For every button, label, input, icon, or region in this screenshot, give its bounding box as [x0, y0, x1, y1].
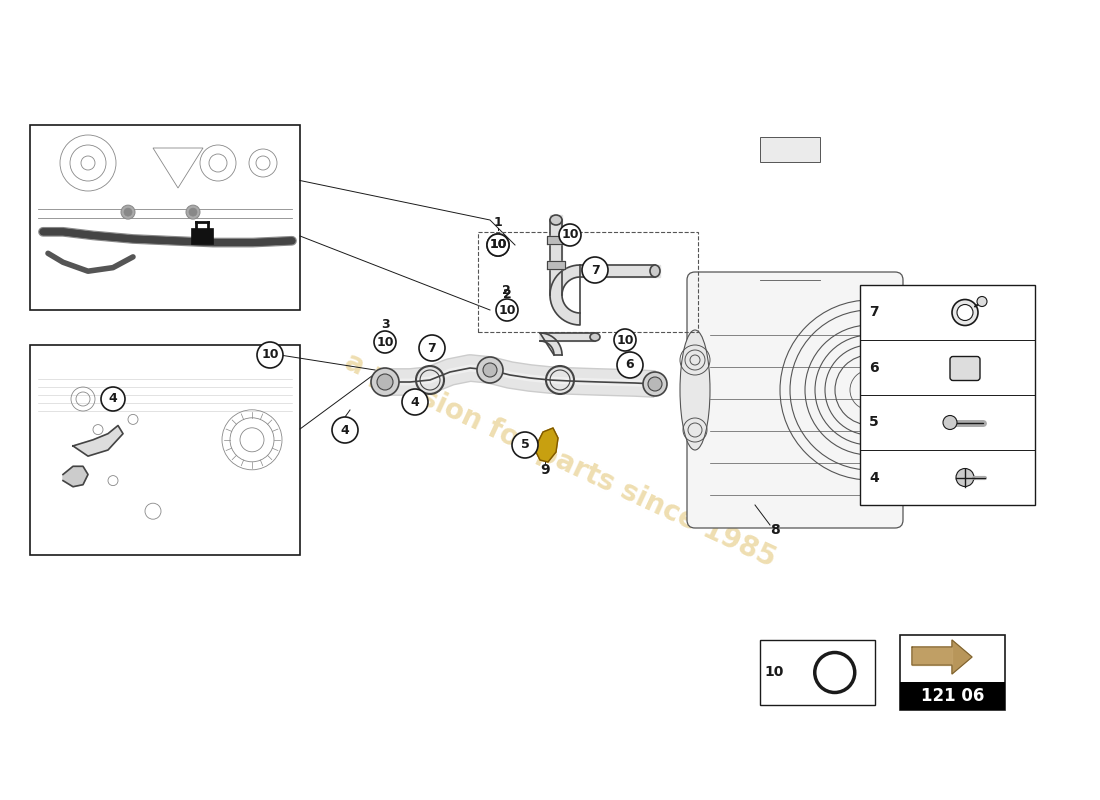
Text: 10: 10: [262, 349, 278, 362]
Bar: [30, 345, 300, 555]
Circle shape: [512, 432, 538, 458]
Bar: [30, 125, 300, 310]
FancyBboxPatch shape: [688, 272, 903, 528]
Text: 10: 10: [764, 666, 783, 679]
Circle shape: [419, 335, 446, 361]
Text: 10: 10: [561, 229, 579, 242]
Text: 2: 2: [503, 289, 512, 302]
Text: 4: 4: [341, 423, 350, 437]
Text: 7: 7: [428, 342, 437, 354]
Circle shape: [371, 368, 399, 396]
Polygon shape: [540, 333, 595, 341]
Circle shape: [189, 208, 197, 216]
Circle shape: [862, 382, 878, 398]
Circle shape: [377, 374, 393, 390]
Circle shape: [487, 234, 509, 256]
Circle shape: [815, 653, 855, 693]
Circle shape: [956, 469, 974, 486]
Circle shape: [121, 205, 135, 219]
Circle shape: [186, 205, 200, 219]
Polygon shape: [550, 215, 562, 295]
Polygon shape: [535, 428, 558, 462]
Circle shape: [957, 305, 974, 321]
Circle shape: [257, 342, 283, 368]
Text: 10: 10: [376, 335, 394, 349]
Circle shape: [582, 257, 608, 283]
Ellipse shape: [680, 330, 710, 450]
Circle shape: [952, 299, 978, 326]
Circle shape: [977, 297, 987, 306]
Circle shape: [614, 329, 636, 351]
Ellipse shape: [650, 265, 660, 277]
Bar: [900, 635, 1005, 710]
Text: 5: 5: [520, 438, 529, 451]
Bar: [860, 285, 1035, 505]
Text: 4: 4: [410, 395, 419, 409]
Text: 10: 10: [490, 238, 507, 251]
Text: a passion for parts since 1985: a passion for parts since 1985: [340, 347, 780, 573]
Bar: [478, 232, 698, 332]
FancyBboxPatch shape: [950, 357, 980, 381]
Polygon shape: [547, 261, 565, 269]
Text: 2: 2: [502, 283, 510, 297]
Polygon shape: [912, 640, 972, 674]
Text: 10: 10: [490, 238, 507, 251]
Polygon shape: [63, 466, 88, 486]
Circle shape: [487, 234, 509, 256]
Circle shape: [374, 331, 396, 353]
Text: 121 06: 121 06: [921, 687, 984, 705]
Circle shape: [559, 224, 581, 246]
Text: 4: 4: [869, 470, 879, 485]
Text: 8: 8: [770, 523, 780, 537]
Polygon shape: [550, 265, 580, 325]
Text: 6: 6: [869, 361, 879, 374]
Text: 10: 10: [498, 303, 516, 317]
Circle shape: [496, 299, 518, 321]
Bar: [760, 640, 874, 705]
Circle shape: [124, 208, 132, 216]
Circle shape: [943, 415, 957, 430]
Circle shape: [617, 352, 643, 378]
Text: 7: 7: [591, 263, 600, 277]
Circle shape: [332, 417, 358, 443]
Text: 7: 7: [869, 306, 879, 319]
Circle shape: [101, 387, 125, 411]
Text: 4: 4: [109, 393, 118, 406]
Polygon shape: [580, 265, 660, 277]
Text: 9: 9: [540, 463, 550, 477]
Polygon shape: [540, 333, 562, 355]
Polygon shape: [912, 647, 952, 665]
Ellipse shape: [550, 215, 562, 225]
Text: 6: 6: [626, 358, 635, 371]
Text: 5: 5: [869, 415, 879, 430]
Ellipse shape: [590, 333, 600, 341]
Circle shape: [483, 363, 497, 377]
Bar: [900, 682, 1005, 710]
Text: 1: 1: [494, 217, 503, 230]
Text: 10: 10: [616, 334, 634, 346]
Polygon shape: [547, 236, 565, 244]
Circle shape: [477, 357, 503, 383]
Bar: [760, 137, 820, 162]
Polygon shape: [73, 426, 123, 456]
Circle shape: [402, 389, 428, 415]
Text: 3: 3: [381, 318, 389, 331]
Bar: [191, 228, 213, 244]
Circle shape: [644, 372, 667, 396]
Circle shape: [648, 377, 662, 391]
